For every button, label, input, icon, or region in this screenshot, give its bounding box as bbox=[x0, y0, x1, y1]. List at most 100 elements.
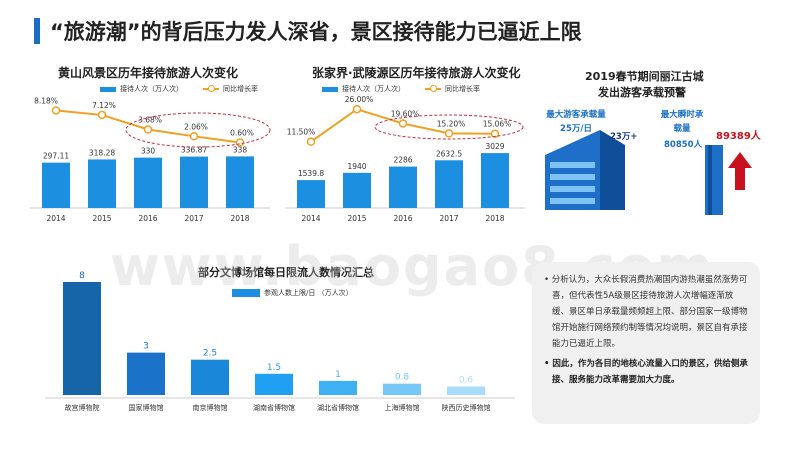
growth-point-2017 bbox=[189, 132, 199, 141]
growth-point-2014 bbox=[51, 106, 61, 115]
bar-2014 bbox=[297, 180, 325, 208]
bar-label-上海博物馆: 0.8 bbox=[395, 373, 410, 383]
x-tick-2015: 2015 bbox=[92, 214, 111, 223]
growth-point-2015 bbox=[352, 104, 362, 114]
legend-line-swatch bbox=[425, 85, 441, 92]
bar-label-2017: 2632.5 bbox=[436, 149, 462, 158]
lijiang-peak-value: 89389人 bbox=[716, 131, 761, 142]
legend-bar-swatch bbox=[100, 86, 116, 92]
huangshan-chart: 297.11 2014 318.28 2015 330 2016 336.87 2017 338… bbox=[30, 96, 271, 223]
bar-label-2018: 3029 bbox=[485, 142, 504, 151]
bar-2018 bbox=[226, 156, 254, 208]
legend-line-label: 同比增长率 bbox=[445, 85, 480, 93]
page-title: “旅游潮”的背后压力发人深省，景区接待能力已逼近上限 bbox=[50, 20, 582, 44]
legend-label: 参观人数上限/日 （万人次） bbox=[264, 289, 353, 297]
growth-point-2017 bbox=[444, 129, 454, 138]
x-tick-上海博物馆: 上海博物馆 bbox=[385, 403, 420, 412]
x-tick-国家博物馆: 国家博物馆 bbox=[129, 403, 164, 412]
bar-上海博物馆 bbox=[383, 383, 421, 395]
analysis-point-2: • 因此，作为各目的地核心流量入口的景区，供给侧承接、服务能力改革需要加大力度。 bbox=[544, 359, 748, 385]
growth-label-2016: 19.60% bbox=[391, 110, 420, 119]
lijiang-title-line1: 2019春节期间丽江古城 bbox=[585, 70, 704, 83]
bar-label-2014: 1539.8 bbox=[298, 169, 324, 178]
analysis-point-1-text: 分析认为，大众长假消费热潮国内游热潮虽然涨势可喜，但代表性5A级景区接待旅游人次… bbox=[551, 275, 748, 349]
growth-label-2014: 11.50% bbox=[287, 128, 316, 137]
lijiang-max-capacity-value: 23万+ bbox=[610, 132, 638, 142]
legend-line-swatch bbox=[203, 85, 219, 92]
zjj-chart-title: 张家界·武陵源区历年接待旅游人次变化 bbox=[312, 66, 521, 80]
bar-2015 bbox=[343, 172, 371, 208]
museums-chart-title: 部分文博场馆每日限流人数情况汇总 bbox=[198, 266, 374, 279]
huangshan-chart-title: 黄山风景区历年接待旅游人次变化 bbox=[58, 66, 239, 80]
x-tick-2018: 2018 bbox=[230, 214, 249, 223]
x-tick-2015: 2015 bbox=[347, 214, 366, 223]
growth-label-2014: 8.18% bbox=[34, 96, 58, 105]
title-accent-bar bbox=[34, 18, 40, 44]
legend-bar-swatch bbox=[322, 86, 338, 92]
growth-label-2016: 3.68% bbox=[138, 115, 162, 124]
bar-湖南省博物馆 bbox=[255, 373, 293, 395]
growth-point-2018 bbox=[490, 129, 500, 138]
bar-label-湖南省博物馆: 1.5 bbox=[267, 363, 281, 373]
huangshan-legend: 接待人次（万人次） 同比增长率 bbox=[100, 84, 258, 94]
growth-label-2018: 15.06% bbox=[483, 120, 512, 129]
growth-label-2017: 2.06% bbox=[184, 122, 208, 131]
bar-南京博物馆 bbox=[191, 359, 229, 395]
legend-bar-label: 接待人次（万人次） bbox=[342, 85, 405, 93]
bar-2017 bbox=[180, 156, 208, 208]
highlight-ellipse bbox=[374, 114, 524, 140]
bar-label-2015: 318.28 bbox=[89, 148, 115, 157]
growth-point-2016 bbox=[398, 119, 408, 128]
museums-legend: 参观人数上限/日 （万人次） bbox=[232, 288, 353, 298]
x-tick-2018: 2018 bbox=[485, 214, 504, 223]
analysis-point-2-text: 因此，作为各目的地核心流量入口的景区，供给侧承接、服务能力改革需要加大力度。 bbox=[552, 359, 748, 385]
growth-label-2018: 0.60% bbox=[230, 128, 254, 137]
bar-2014 bbox=[42, 162, 70, 208]
zjj-chart: 1539.8 2014 1940 2015 2286 2016 2632.5 2017 3029… bbox=[285, 95, 525, 223]
x-tick-陕西历史博物馆: 陕西历史博物馆 bbox=[442, 403, 491, 412]
x-tick-2017: 2017 bbox=[439, 214, 458, 223]
bar-label-湖北省博物馆: 1 bbox=[335, 370, 341, 380]
bar-label-2015: 1940 bbox=[347, 162, 366, 171]
x-tick-2014: 2014 bbox=[46, 214, 65, 223]
lijiang-max-capacity-label: 最大游客承载量25万/日 bbox=[546, 110, 606, 134]
growth-label-2015: 26.00% bbox=[345, 95, 374, 104]
bar-label-2014: 297.11 bbox=[43, 152, 69, 161]
bar-2017 bbox=[435, 160, 463, 208]
bar-label-南京博物馆: 2.5 bbox=[203, 349, 217, 359]
growth-point-2016 bbox=[143, 125, 153, 134]
bar-label-2017: 336.87 bbox=[181, 146, 207, 155]
bar-2016 bbox=[389, 166, 417, 208]
analysis-point-1: • 分析认为，大众长假消费热潮国内游热潮虽然涨势可喜，但代表性5A级景区接待旅游… bbox=[544, 275, 748, 349]
zjj-legend: 接待人次（万人次） 同比增长率 bbox=[322, 84, 480, 94]
bar-湖北省博物馆 bbox=[319, 380, 357, 395]
highlight-ellipse bbox=[125, 112, 271, 148]
growth-point-2014 bbox=[306, 137, 316, 146]
x-tick-2017: 2017 bbox=[184, 214, 203, 223]
legend-bar-label: 接待人次（万人次） bbox=[120, 85, 183, 93]
lijiang-max-instant-label: 最大瞬时承载量 bbox=[660, 110, 704, 134]
x-tick-2016: 2016 bbox=[393, 214, 412, 223]
x-tick-南京博物馆: 南京博物馆 bbox=[193, 403, 228, 412]
growth-point-2018 bbox=[235, 138, 245, 147]
bar-故宫博物院 bbox=[63, 282, 101, 395]
growth-label-2017: 15.20% bbox=[437, 119, 466, 128]
bar-2018 bbox=[481, 153, 509, 208]
lijiang-max-instant-value: 80850人 bbox=[664, 140, 703, 150]
bar-2016 bbox=[134, 157, 162, 208]
bar-2015 bbox=[88, 159, 116, 208]
legend-line-label: 同比增长率 bbox=[223, 85, 258, 93]
bar-label-故宫博物院: 8 bbox=[79, 271, 85, 281]
bar-label-陕西历史博物馆: 0.6 bbox=[459, 376, 474, 386]
x-tick-湖北省博物馆: 湖北省博物馆 bbox=[317, 403, 359, 412]
bar-label-2016: 2286 bbox=[393, 156, 412, 165]
bar-陕西历史博物馆 bbox=[447, 386, 485, 395]
growth-point-2015 bbox=[97, 110, 107, 120]
museums-chart: 8 故宫博物院 3 国家博物馆 2.5 南京博物馆 1.5 湖南省博物馆 1 湖北省博物馆 0.8 上… bbox=[45, 271, 515, 412]
lijiang-title-line2: 发出游客承载预警 bbox=[598, 86, 686, 99]
x-tick-2014: 2014 bbox=[301, 214, 320, 223]
growth-label-2015: 7.12% bbox=[92, 101, 116, 110]
x-tick-湖南省博物馆: 湖南省博物馆 bbox=[253, 403, 295, 412]
analysis-box: • 分析认为，大众长假消费热潮国内游热潮虽然涨势可喜，但代表性5A级景区接待旅游… bbox=[532, 262, 760, 424]
x-tick-2016: 2016 bbox=[138, 214, 157, 223]
